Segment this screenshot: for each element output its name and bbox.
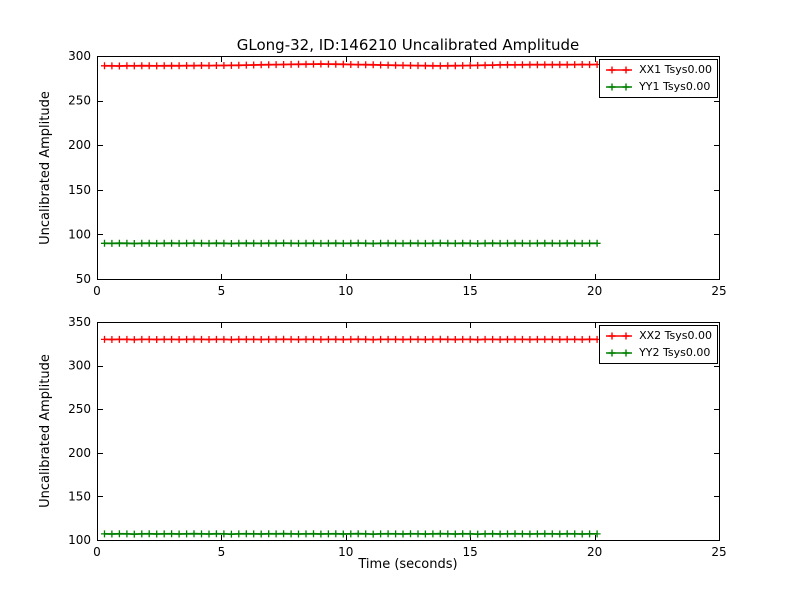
- x-tick-label: 5: [218, 284, 226, 298]
- y-tick-label: 50: [76, 272, 91, 286]
- legend-label-yy2: YY2 Tsys0.00: [639, 346, 711, 359]
- axes-frame-top: [97, 56, 720, 280]
- legend-entry-xx1: XX1 Tsys0.00: [604, 62, 712, 78]
- y-axis-label-top: Uncalibrated Amplitude: [38, 91, 53, 245]
- figure-title: GLong-32, ID:146210 Uncalibrated Amplitu…: [236, 36, 580, 54]
- y-tick-label: 250: [68, 402, 91, 416]
- x-tick-label: 25: [711, 284, 726, 298]
- y-tick-label: 100: [68, 533, 91, 547]
- y-tick-label: 150: [68, 183, 91, 197]
- series-markers: [101, 530, 601, 538]
- y-tick-label: 300: [68, 359, 91, 373]
- legend-top: XX1 Tsys0.00 YY1 Tsys0.00: [599, 59, 718, 98]
- legend-line-sample-xx2: [606, 332, 633, 340]
- x-tick-label: 20: [587, 545, 602, 559]
- x-tick-label: 5: [218, 545, 226, 559]
- x-axis-label: Time (seconds): [358, 557, 458, 572]
- legend-label-xx2: XX2 Tsys0.00: [639, 329, 712, 342]
- legend-entry-xx2: XX2 Tsys0.00: [604, 328, 712, 344]
- series-yy1: [101, 239, 601, 247]
- x-tick-label: 10: [338, 284, 353, 298]
- legend-line-sample-yy1: [606, 83, 633, 91]
- subplot-bottom: 0 5 10 15 20 25 100 150 200 250 300 350: [68, 315, 727, 559]
- series-xx2: [101, 335, 601, 344]
- y-axis-label-bottom: Uncalibrated Amplitude: [38, 354, 53, 508]
- y-tick-label: 250: [68, 94, 91, 108]
- legend-label-yy1: YY1 Tsys0.00: [639, 80, 711, 93]
- x-tick-label: 0: [93, 545, 101, 559]
- x-tick-label: 15: [463, 284, 478, 298]
- legend-line-sample-yy2: [606, 349, 633, 357]
- legend-entry-yy1: YY1 Tsys0.00: [604, 79, 712, 95]
- y-tick-label: 200: [68, 446, 91, 460]
- y-tick-label: 200: [68, 138, 91, 152]
- series-markers: [101, 335, 601, 344]
- subplot-top: 0 5 10 15 20 25 50 100 150 200 250 300: [68, 49, 727, 298]
- x-tick-label: 20: [587, 284, 602, 298]
- x-tick-label: 10: [338, 545, 353, 559]
- axes-frame-bottom: [97, 322, 720, 541]
- y-tick-label: 150: [68, 489, 91, 503]
- legend-line-sample-xx1: [606, 66, 633, 74]
- y-tick-label: 100: [68, 227, 91, 241]
- legend-entry-yy2: YY2 Tsys0.00: [604, 345, 712, 361]
- x-tick-label: 25: [711, 545, 726, 559]
- x-tick-label: 15: [463, 545, 478, 559]
- legend-label-xx1: XX1 Tsys0.00: [639, 63, 712, 76]
- x-tick-label: 0: [93, 284, 101, 298]
- y-tick-label: 300: [68, 49, 91, 63]
- series-xx1: [101, 60, 601, 70]
- series-markers: [101, 239, 601, 247]
- series-yy2: [101, 530, 601, 538]
- series-markers: [101, 60, 601, 70]
- y-tick-label: 350: [68, 315, 91, 329]
- legend-bottom: XX2 Tsys0.00 YY2 Tsys0.00: [599, 325, 718, 364]
